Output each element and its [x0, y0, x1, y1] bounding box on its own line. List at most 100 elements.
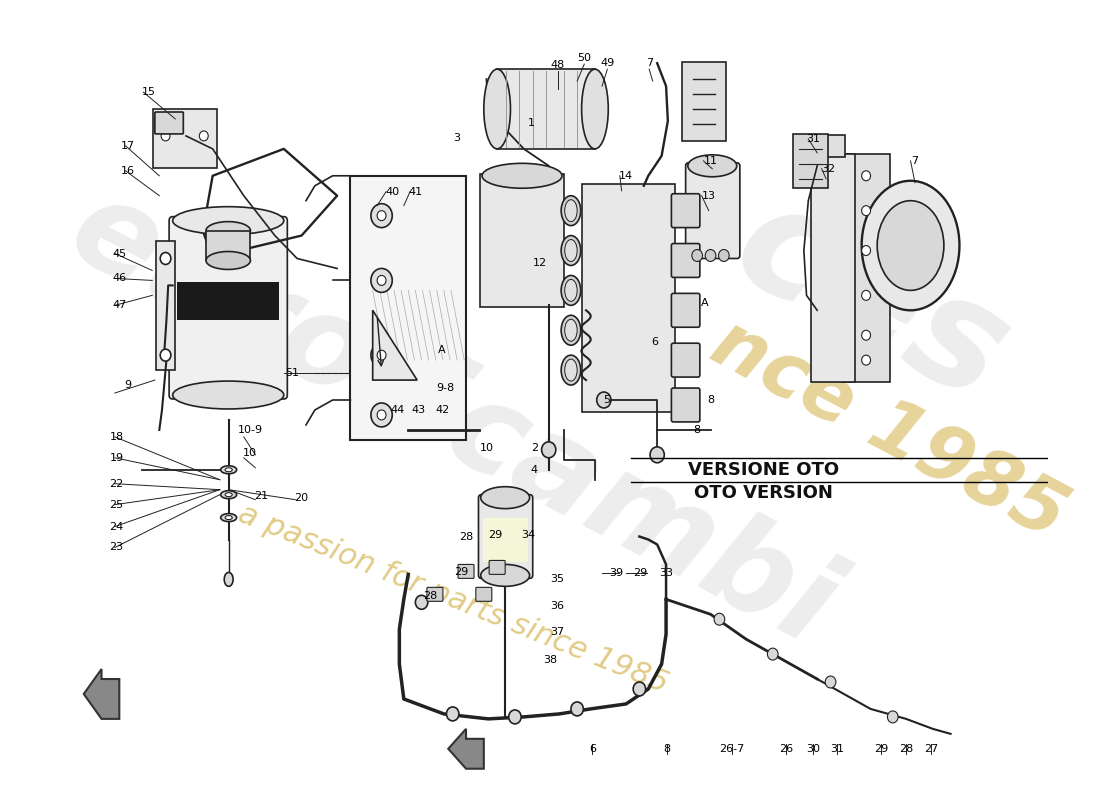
Text: 40: 40: [385, 186, 399, 197]
Text: 31: 31: [806, 134, 821, 144]
FancyBboxPatch shape: [351, 176, 466, 440]
Circle shape: [161, 131, 170, 141]
Ellipse shape: [221, 514, 236, 522]
Text: 20: 20: [295, 493, 309, 502]
FancyBboxPatch shape: [458, 565, 474, 578]
Circle shape: [377, 275, 386, 286]
Text: 2: 2: [531, 443, 538, 453]
FancyBboxPatch shape: [169, 217, 287, 399]
FancyBboxPatch shape: [671, 294, 700, 327]
Text: 50: 50: [578, 53, 592, 63]
Circle shape: [705, 250, 716, 262]
Circle shape: [861, 246, 870, 255]
FancyBboxPatch shape: [811, 154, 855, 382]
Text: 25: 25: [110, 500, 123, 510]
Text: 13: 13: [702, 190, 716, 201]
Text: 36: 36: [551, 602, 564, 611]
FancyBboxPatch shape: [206, 230, 251, 261]
Text: 43: 43: [411, 405, 426, 415]
Text: 19: 19: [110, 453, 123, 462]
Text: 15: 15: [142, 87, 155, 97]
Text: 8: 8: [707, 395, 714, 405]
Polygon shape: [449, 729, 484, 769]
Ellipse shape: [564, 359, 578, 381]
Circle shape: [371, 204, 393, 228]
Ellipse shape: [221, 466, 236, 474]
Text: 29: 29: [488, 530, 503, 539]
Text: 39: 39: [609, 568, 624, 578]
Ellipse shape: [561, 196, 581, 226]
Ellipse shape: [561, 315, 581, 345]
Text: 7: 7: [912, 156, 918, 166]
Text: 28: 28: [424, 591, 438, 602]
FancyBboxPatch shape: [793, 134, 828, 188]
Ellipse shape: [226, 468, 232, 472]
FancyBboxPatch shape: [156, 241, 175, 370]
Circle shape: [692, 250, 703, 262]
Circle shape: [371, 403, 393, 427]
Circle shape: [571, 702, 583, 716]
Text: 51: 51: [286, 368, 299, 378]
Ellipse shape: [561, 275, 581, 306]
Ellipse shape: [206, 251, 251, 270]
Text: 10: 10: [243, 448, 257, 458]
Text: 24: 24: [110, 522, 124, 531]
Text: 5: 5: [603, 395, 611, 405]
Text: 29: 29: [454, 567, 469, 578]
Polygon shape: [373, 310, 417, 380]
Circle shape: [650, 447, 664, 462]
FancyBboxPatch shape: [476, 587, 492, 602]
Text: 31: 31: [829, 744, 844, 754]
Ellipse shape: [482, 163, 562, 188]
Ellipse shape: [564, 200, 578, 222]
Text: 14: 14: [619, 170, 634, 181]
Circle shape: [371, 269, 393, 292]
FancyBboxPatch shape: [155, 112, 184, 134]
Ellipse shape: [561, 235, 581, 266]
Text: 30: 30: [806, 744, 820, 754]
Circle shape: [861, 355, 870, 365]
Text: 28: 28: [459, 531, 473, 542]
Text: 22: 22: [110, 478, 124, 489]
FancyBboxPatch shape: [671, 243, 700, 278]
Circle shape: [416, 595, 428, 610]
Text: 46: 46: [112, 274, 126, 283]
Circle shape: [161, 253, 170, 265]
Text: OTO VERSION: OTO VERSION: [694, 484, 834, 502]
Text: 23: 23: [110, 542, 123, 553]
FancyBboxPatch shape: [671, 194, 700, 228]
Text: 35: 35: [551, 574, 564, 584]
Circle shape: [634, 682, 646, 696]
Ellipse shape: [877, 201, 944, 290]
Text: A: A: [438, 345, 446, 355]
Text: 7: 7: [646, 58, 652, 68]
Ellipse shape: [484, 69, 510, 149]
Text: 6: 6: [651, 338, 658, 347]
Text: 37: 37: [550, 627, 564, 637]
Text: euroricambi: euroricambi: [51, 168, 855, 672]
Ellipse shape: [224, 572, 233, 586]
FancyBboxPatch shape: [671, 343, 700, 377]
Circle shape: [199, 131, 208, 141]
Circle shape: [861, 330, 870, 340]
Text: 12: 12: [532, 258, 547, 269]
Text: 32: 32: [821, 164, 835, 174]
Text: a passion for parts since 1985: a passion for parts since 1985: [233, 499, 672, 699]
FancyBboxPatch shape: [685, 163, 740, 258]
Text: 29: 29: [634, 568, 648, 578]
Ellipse shape: [688, 155, 737, 177]
Ellipse shape: [173, 381, 284, 409]
Ellipse shape: [226, 515, 232, 519]
Text: 47: 47: [112, 300, 126, 310]
Text: 45: 45: [112, 249, 126, 258]
Ellipse shape: [564, 319, 578, 342]
FancyBboxPatch shape: [177, 282, 279, 320]
Text: 49: 49: [601, 58, 615, 68]
Circle shape: [377, 210, 386, 221]
Circle shape: [371, 343, 393, 367]
Text: 27: 27: [924, 744, 938, 754]
Text: 9-8: 9-8: [437, 383, 454, 393]
FancyBboxPatch shape: [671, 388, 700, 422]
Circle shape: [714, 614, 725, 626]
Circle shape: [861, 290, 870, 300]
